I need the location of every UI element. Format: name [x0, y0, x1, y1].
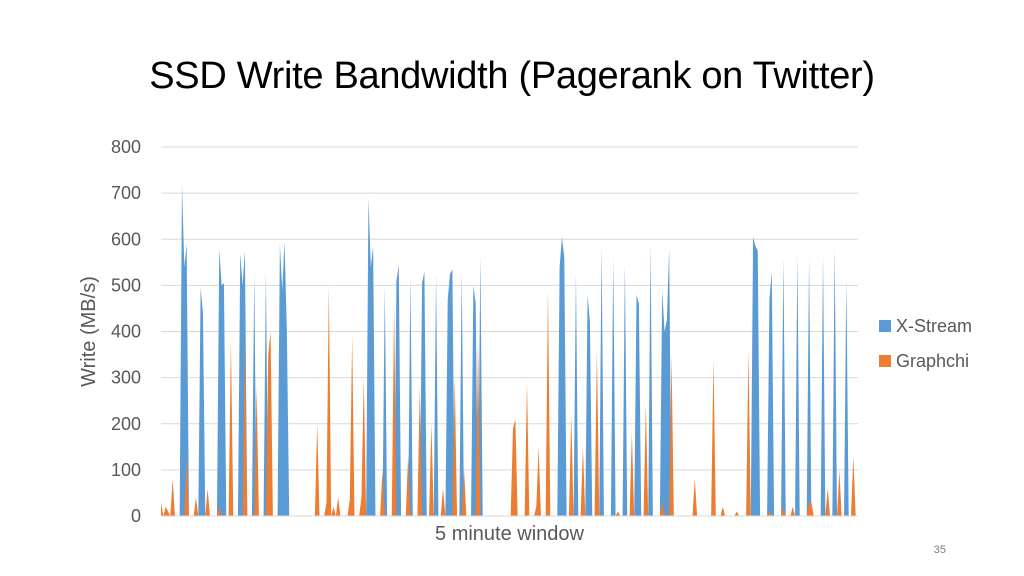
legend-swatch — [879, 355, 891, 367]
legend: X-Stream Graphchi — [879, 316, 972, 371]
gridlines — [161, 146, 858, 471]
legend-label: Graphchi — [896, 351, 969, 371]
series-areas — [161, 183, 856, 516]
y-axis-ticks: 0 100 200 300 400 500 600 700 800 — [111, 137, 141, 526]
x-axis-title: 5 minute window — [435, 523, 585, 545]
legend-swatch — [879, 320, 891, 332]
y-tick-label: 800 — [111, 137, 141, 157]
y-tick-label: 700 — [111, 183, 141, 203]
y-tick-label: 0 — [131, 506, 141, 526]
y-tick-label: 500 — [111, 275, 141, 295]
y-tick-label: 600 — [111, 229, 141, 249]
series-area-graphchi — [161, 285, 856, 516]
y-tick-label: 300 — [111, 368, 141, 388]
legend-label: X-Stream — [896, 316, 972, 336]
y-tick-label: 100 — [111, 460, 141, 480]
slide-title: SSD Write Bandwidth (Pagerank on Twitter… — [149, 55, 875, 97]
page-number: 35 — [933, 544, 946, 556]
y-tick-label: 200 — [111, 414, 141, 434]
y-tick-label: 400 — [111, 322, 141, 342]
y-axis-title: Write (MB/s) — [78, 276, 100, 387]
